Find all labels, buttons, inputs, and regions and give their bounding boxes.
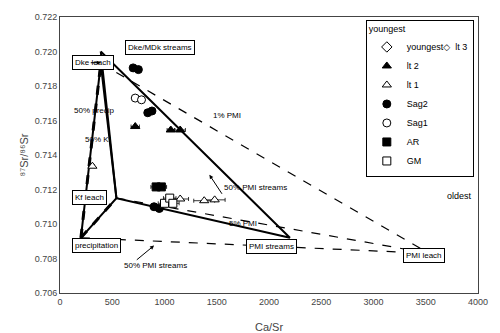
svg-text:1000: 1000 xyxy=(154,297,174,307)
svg-text:0.714: 0.714 xyxy=(35,150,58,160)
svg-text:⁸⁷Sr/⁸⁶Sr: ⁸⁷Sr/⁸⁶Sr xyxy=(18,133,30,176)
svg-text:0.722: 0.722 xyxy=(35,12,58,22)
svg-text:1500: 1500 xyxy=(207,297,227,307)
svg-text:4000: 4000 xyxy=(468,297,488,307)
svg-text:Ca/Sr: Ca/Sr xyxy=(255,321,283,333)
svg-text:Kf leach: Kf leach xyxy=(75,193,104,202)
svg-text:0.710: 0.710 xyxy=(35,219,58,229)
svg-text:0.716: 0.716 xyxy=(35,116,58,126)
svg-text:GM: GM xyxy=(407,156,422,166)
svg-text:1% PMI: 1% PMI xyxy=(213,111,241,120)
svg-text:2000: 2000 xyxy=(259,297,279,307)
svg-text:precipitation: precipitation xyxy=(75,241,118,250)
svg-text:lt 2: lt 2 xyxy=(407,61,419,71)
svg-text:5% PMI: 5% PMI xyxy=(229,219,257,228)
svg-text:PMI streams: PMI streams xyxy=(249,242,294,251)
svg-text:Dke leach: Dke leach xyxy=(75,58,111,67)
svg-text:Sag2: Sag2 xyxy=(407,99,428,109)
svg-text:0.720: 0.720 xyxy=(35,47,58,57)
svg-text:Sag1: Sag1 xyxy=(407,118,428,128)
svg-text:3500: 3500 xyxy=(416,297,436,307)
svg-text:2500: 2500 xyxy=(311,297,331,307)
svg-text:youngest◇ lt 3: youngest◇ lt 3 xyxy=(407,42,467,52)
svg-text:50% PMI streams: 50% PMI streams xyxy=(224,183,287,192)
svg-text:50% Kf: 50% Kf xyxy=(85,135,112,144)
svg-text:500: 500 xyxy=(105,297,120,307)
svg-text:3000: 3000 xyxy=(363,297,383,307)
svg-text:0.708: 0.708 xyxy=(35,254,58,264)
svg-text:0.706: 0.706 xyxy=(35,288,58,298)
svg-text:AR: AR xyxy=(407,137,420,147)
svg-text:youngest: youngest xyxy=(369,24,406,34)
svg-text:lt 1: lt 1 xyxy=(407,80,419,90)
svg-text:Dke/MDk streams: Dke/MDk streams xyxy=(128,43,192,52)
svg-text:oldest: oldest xyxy=(447,191,472,201)
svg-text:50% precip: 50% precip xyxy=(74,106,115,115)
svg-text:0.712: 0.712 xyxy=(35,185,58,195)
svg-text:0: 0 xyxy=(57,297,62,307)
svg-text:PMI leach: PMI leach xyxy=(406,251,442,260)
svg-text:0.718: 0.718 xyxy=(35,81,58,91)
svg-text:50% PMI streams: 50% PMI streams xyxy=(124,261,187,270)
